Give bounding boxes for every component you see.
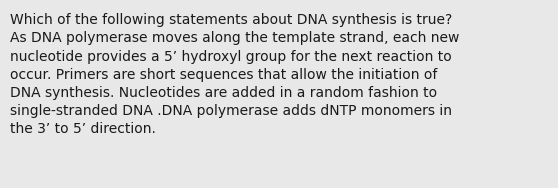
Text: Which of the following statements about DNA synthesis is true?
As DNA polymerase: Which of the following statements about … — [10, 13, 459, 136]
